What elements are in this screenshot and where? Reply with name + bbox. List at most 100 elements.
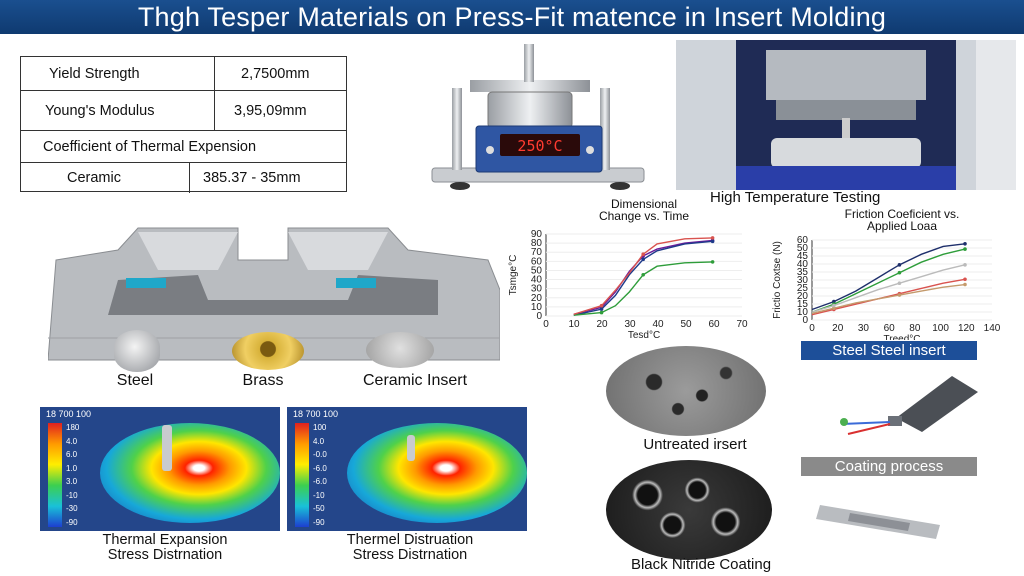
data-point [832, 306, 836, 310]
ceramic-insert-label: Ceramic Insert [362, 372, 468, 389]
data-point [963, 277, 967, 282]
thermal-expansion-panel: 18 700 100 180 4.0 6.0 1.0 3.0 -10 -30 -90 [40, 407, 280, 531]
untreated-micrograph [606, 346, 766, 436]
brass-insert-image [232, 332, 304, 370]
scale-header: 18 700 100 [46, 409, 92, 419]
series-line [573, 240, 713, 316]
data-point [832, 303, 836, 308]
y-tick-label: 15 [797, 299, 809, 310]
brass-label: Brass [242, 372, 284, 389]
x-tick-label: 100 [932, 323, 949, 334]
x-tick-label: 50 [680, 319, 692, 330]
chart-title: Dimensional [611, 198, 677, 211]
property-label: Young's Modulus [45, 102, 155, 119]
y-tick-label: 50 [797, 243, 809, 254]
y-tick-label: 20 [531, 293, 543, 304]
data-point [897, 281, 902, 286]
table-row: Coefficient of Thermal Expension [21, 131, 346, 163]
x-tick-label: 120 [958, 323, 975, 334]
y-axis-label: Frictio Coxtse (N) [772, 241, 783, 319]
series-line [811, 248, 966, 313]
high-temp-testing-image [676, 40, 1016, 190]
page-title: Thgh Tesper Materials on Press-Fit maten… [137, 1, 887, 32]
data-point [599, 307, 604, 311]
y-tick-label: 0 [536, 311, 542, 322]
steel-insert-image [114, 330, 160, 372]
y-tick-label: 40 [797, 259, 809, 270]
x-tick-label: 0 [543, 319, 549, 330]
y-tick-label: 0 [802, 315, 808, 326]
chart-title: Applied Loaa [867, 219, 937, 233]
data-point [641, 273, 645, 277]
x-tick-label: 40 [652, 319, 664, 330]
data-point [963, 242, 967, 246]
property-label: Coefficient of Thermal Expension [43, 138, 257, 155]
series-line [573, 261, 713, 316]
y-tick-label: 70 [531, 247, 543, 258]
y-tick-label: 35 [797, 267, 809, 278]
series-line [811, 283, 966, 315]
x-tick-label: 140 [984, 323, 1001, 334]
y-tick-label: 30 [797, 275, 809, 286]
x-tick-label: 20 [832, 323, 844, 334]
table-row: Yield Strength 2,7500mm [21, 57, 346, 91]
series-line [811, 264, 966, 313]
thermal-expansion-caption: Thermal Expansion Stress Distrnation [102, 532, 228, 563]
x-tick-label: 80 [909, 323, 921, 334]
data-point [832, 299, 836, 304]
x-axis-label: Tesd°C [628, 330, 660, 340]
coating-process-banner: Coating process [801, 457, 977, 476]
data-point [710, 239, 715, 244]
series-line [573, 239, 713, 315]
y-tick-label: 20 [797, 291, 809, 302]
title-banner: Thgh Tesper Materials on Press-Fit maten… [0, 0, 1024, 34]
temperature-display: 250°C [517, 137, 562, 155]
properties-table: Yield Strength 2,7500mm Young's Modulus … [20, 56, 347, 193]
ceramic-insert-image [366, 332, 434, 368]
y-axis-label: Tsmge°C [508, 255, 519, 296]
data-point [897, 270, 902, 275]
y-tick-label: 90 [531, 229, 543, 240]
high-temp-caption: High Temperature Testing [710, 189, 881, 206]
x-tick-label: 30 [858, 323, 870, 334]
color-scale: 100 4.0 -0.0 -6.0 -6.0 -10 -50 -90 [313, 423, 327, 527]
data-point [599, 303, 604, 308]
black-nitride-label: Black Nitride Coating [630, 556, 772, 573]
thermal-distribution-caption: Thermel Distruation Stress Distrnation [346, 532, 474, 563]
y-tick-label: 50 [531, 265, 543, 276]
coating-tool-image [832, 372, 982, 444]
table-row: Ceramic 385.37 - 35mm [21, 163, 346, 193]
y-tick-label: 60 [531, 256, 543, 267]
data-point [641, 257, 645, 262]
x-axis-label: Treed°C [884, 334, 921, 340]
series-line [573, 237, 713, 315]
data-point [710, 236, 715, 240]
data-point [641, 252, 645, 257]
steel-insert-banner: Steel Steel insert [801, 341, 977, 360]
black-nitride-micrograph [606, 460, 772, 560]
friction-coefficient-chart: Friction Coeficient vs. Applied Loaa 0 10 15… [772, 207, 1022, 345]
cross-section-image [48, 220, 500, 368]
scale-header: 18 700 100 [293, 409, 339, 419]
data-point [599, 310, 604, 315]
x-tick-label: 10 [568, 319, 580, 330]
table-row: Young's Modulus 3,95,09mm [21, 91, 346, 131]
x-tick-label: 0 [809, 323, 815, 334]
data-point [710, 260, 715, 264]
chart-title: Friction Coeficient vs. [845, 208, 960, 221]
y-tick-label: 10 [531, 302, 543, 313]
y-tick-label: 40 [531, 275, 543, 286]
property-value: 385.37 - 35mm [203, 170, 301, 186]
coated-strip-image [810, 495, 960, 545]
thermal-distribution-panel: 18 700 100 100 4.0 -0.0 -6.0 -6.0 -10 -50 -9… [287, 407, 527, 531]
property-label: Ceramic [67, 170, 121, 186]
x-tick-label: 70 [736, 319, 748, 330]
y-tick-label: 80 [531, 238, 543, 249]
y-tick-label: 45 [797, 251, 809, 262]
untreated-insert-label: Untreated irsert [643, 436, 747, 453]
property-value: 2,7500mm [241, 65, 310, 82]
x-tick-label: 30 [624, 319, 636, 330]
data-point [963, 247, 967, 251]
data-point [963, 282, 967, 287]
x-tick-label: 20 [596, 319, 608, 330]
